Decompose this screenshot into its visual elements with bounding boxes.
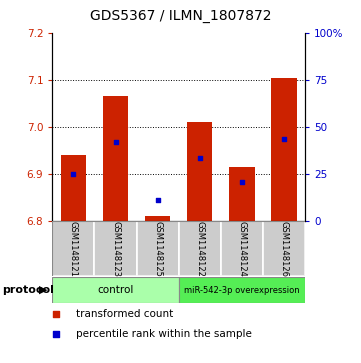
- Bar: [187, 122, 212, 221]
- Point: [281, 136, 287, 142]
- Text: GDS5367 / ILMN_1807872: GDS5367 / ILMN_1807872: [90, 9, 271, 23]
- Point: [197, 155, 203, 161]
- Point: [53, 331, 59, 337]
- Bar: [179, 277, 305, 303]
- Point: [53, 311, 59, 317]
- Bar: [229, 167, 255, 221]
- Text: GSM1148126: GSM1148126: [279, 221, 288, 277]
- Text: GSM1148125: GSM1148125: [153, 221, 162, 277]
- Text: GSM1148121: GSM1148121: [69, 221, 78, 277]
- Bar: [271, 78, 297, 221]
- Bar: [145, 216, 170, 221]
- Bar: [103, 97, 128, 221]
- Text: control: control: [97, 285, 134, 295]
- Point: [239, 179, 245, 185]
- Text: protocol: protocol: [2, 285, 54, 295]
- Text: ▶: ▶: [39, 285, 48, 295]
- Bar: [95, 221, 136, 276]
- Text: percentile rank within the sample: percentile rank within the sample: [76, 329, 252, 339]
- Text: GSM1148122: GSM1148122: [195, 221, 204, 277]
- Text: GSM1148124: GSM1148124: [238, 221, 246, 277]
- Point: [155, 197, 161, 203]
- Bar: [52, 277, 179, 303]
- Text: miR-542-3p overexpression: miR-542-3p overexpression: [184, 286, 300, 294]
- Bar: [136, 221, 179, 276]
- Bar: [61, 155, 86, 221]
- Bar: [221, 221, 263, 276]
- Point: [70, 171, 76, 177]
- Bar: [179, 221, 221, 276]
- Bar: [52, 221, 95, 276]
- Point: [113, 139, 118, 145]
- Bar: [263, 221, 305, 276]
- Text: transformed count: transformed count: [76, 309, 173, 319]
- Text: GSM1148123: GSM1148123: [111, 221, 120, 277]
